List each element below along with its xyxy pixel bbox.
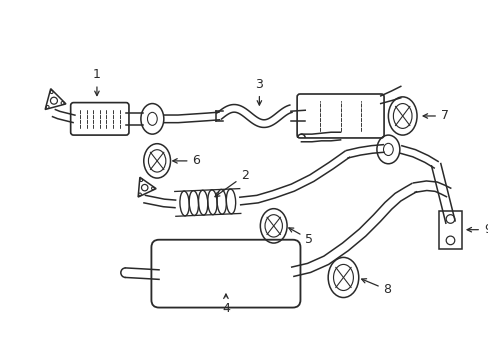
Text: 1: 1 bbox=[93, 68, 101, 95]
Text: 2: 2 bbox=[215, 169, 248, 197]
Bar bbox=[438, 211, 462, 249]
Text: 5: 5 bbox=[288, 228, 313, 246]
Text: 3: 3 bbox=[255, 78, 263, 105]
Text: 4: 4 bbox=[222, 294, 229, 315]
Text: 8: 8 bbox=[361, 279, 391, 296]
Text: 6: 6 bbox=[172, 154, 200, 167]
Text: 7: 7 bbox=[422, 109, 448, 122]
Text: 9: 9 bbox=[466, 223, 488, 236]
